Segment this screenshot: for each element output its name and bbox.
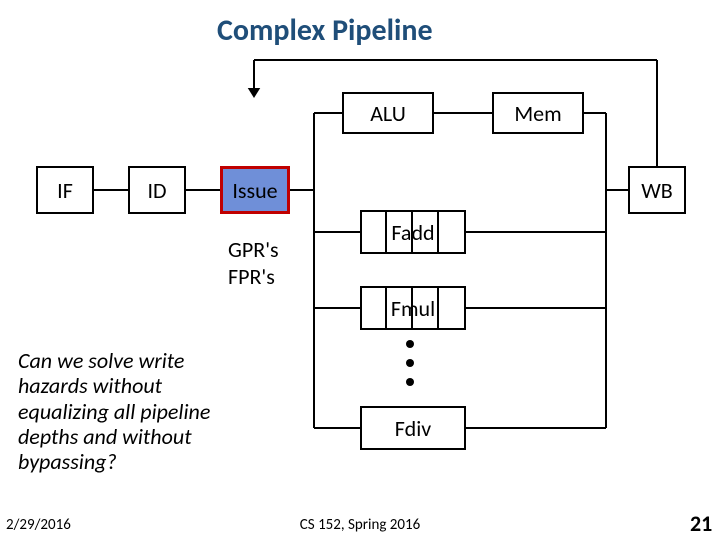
unit-fmul: Fmul xyxy=(360,286,466,330)
unit-mem: Mem xyxy=(492,92,584,134)
caption-l4: depths and without xyxy=(18,423,192,450)
slide-caption: Can we solve write hazards without equal… xyxy=(18,348,210,474)
caption-l2: hazards without xyxy=(18,372,162,399)
regfile-label: GPR's FPR's xyxy=(228,236,279,290)
unit-alu: ALU xyxy=(342,92,434,134)
caption-l3: equalizing all pipeline xyxy=(18,398,210,425)
slide-title: Complex Pipeline xyxy=(217,12,433,49)
footer-page-number: 21 xyxy=(690,510,712,537)
footer-course: CS 152, Spring 2016 xyxy=(0,516,720,534)
caption-l5: bypassing? xyxy=(18,448,117,475)
unit-fdiv: Fdiv xyxy=(360,406,466,450)
stage-wb: WB xyxy=(628,166,686,214)
stage-if: IF xyxy=(36,166,94,214)
regfile-gpr: GPR's xyxy=(228,236,279,263)
stage-id: ID xyxy=(128,166,186,214)
unit-fadd: Fadd xyxy=(360,210,466,254)
caption-l1: Can we solve write xyxy=(18,347,184,374)
regfile-fpr: FPR's xyxy=(228,263,275,290)
stage-issue: Issue xyxy=(220,166,290,214)
